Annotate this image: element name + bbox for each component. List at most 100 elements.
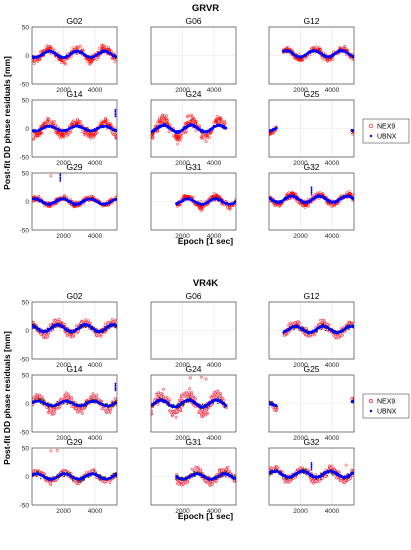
- x-tick-label: 4000: [88, 233, 103, 240]
- nex9-point: [215, 119, 219, 123]
- nex9-point: [269, 132, 272, 136]
- nex9-point: [71, 46, 75, 50]
- panel-frame: [31, 99, 118, 158]
- panel-title: G31: [185, 162, 201, 172]
- nex9-point: [205, 135, 209, 139]
- nex9-point: [298, 202, 302, 205]
- nex9-point: [161, 113, 165, 117]
- x-tick-label: 4000: [88, 87, 103, 94]
- nex9-point: [161, 114, 164, 118]
- nex9-point: [49, 174, 53, 178]
- nex9-point: [102, 46, 106, 50]
- nex9-point: [42, 121, 46, 125]
- nex9-point: [45, 46, 49, 50]
- nex9-point: [42, 48, 46, 52]
- nex9-point: [205, 133, 209, 137]
- ubnx-point: [310, 193, 313, 196]
- panel-data: [269, 186, 354, 209]
- nex9-point: [165, 114, 168, 118]
- nex9-point: [211, 194, 215, 198]
- nex9-point: [102, 119, 106, 123]
- nex9-point: [191, 116, 195, 120]
- y-tick-label: -50: [20, 82, 30, 89]
- nex9-point: [32, 58, 35, 62]
- x-tick-label: 4000: [325, 87, 340, 94]
- nex9-point: [114, 134, 117, 138]
- nex9-point: [304, 203, 308, 207]
- y-tick-label: 0: [25, 53, 29, 60]
- nex9-point: [332, 50, 335, 54]
- x-tick-label: 4000: [207, 160, 222, 167]
- nex9-point: [222, 119, 226, 123]
- nex9-point: [67, 333, 71, 337]
- nex9-point: [215, 114, 219, 118]
- nex9-point: [33, 134, 37, 138]
- chart-title: GRVR: [192, 3, 219, 14]
- nex9-point: [85, 60, 89, 63]
- nex9-point: [317, 46, 321, 50]
- nex9-point: [194, 128, 198, 132]
- ubnx-point: [59, 173, 62, 176]
- x-tick-label: 2000: [175, 160, 190, 167]
- ubnx-point: [32, 327, 34, 330]
- nex9-point: [52, 122, 56, 126]
- nex9-point: [80, 48, 84, 52]
- panel-data: [32, 173, 117, 209]
- nex9-point: [195, 120, 199, 124]
- x-tick-label: 4000: [88, 160, 103, 167]
- panel-data: [269, 125, 354, 136]
- x-tick-label: 2000: [56, 160, 71, 167]
- y-tick-label: 50: [22, 171, 30, 178]
- nex9-point: [45, 120, 49, 124]
- nex9-point: [290, 191, 294, 195]
- nex9-point: [315, 191, 319, 195]
- ubnx-point: [275, 127, 278, 130]
- nex9-point: [50, 47, 54, 51]
- ubnx-point: [310, 191, 313, 194]
- nex9-point: [74, 45, 78, 49]
- ubnx-point: [59, 176, 62, 179]
- nex9-point: [48, 46, 52, 50]
- nex9-point: [103, 322, 107, 326]
- y-tick-label: -50: [20, 228, 30, 235]
- nex9-point: [60, 59, 64, 63]
- legend-label-ubnx: UBNX: [377, 134, 397, 141]
- nex9-point: [318, 191, 322, 194]
- legend-marker-ubnx: [369, 134, 373, 138]
- nex9-point: [54, 131, 58, 135]
- nex9-point: [38, 132, 42, 136]
- chart-title: VR4K: [193, 278, 218, 289]
- nex9-point: [78, 44, 82, 48]
- nex9-point: [161, 120, 165, 124]
- nex9-point: [191, 195, 195, 199]
- nex9-point: [37, 57, 41, 61]
- ubnx-point: [59, 178, 62, 181]
- nex9-point: [314, 45, 318, 49]
- nex9-point: [158, 120, 162, 124]
- nex9-point: [218, 117, 222, 121]
- ubnx-point: [38, 327, 41, 330]
- nex9-point: [75, 118, 79, 122]
- legend-label-nex9: NEX9: [377, 124, 395, 131]
- nex9-point: [84, 57, 88, 61]
- nex9-point: [312, 46, 316, 49]
- ubnx-point: [225, 127, 228, 129]
- nex9-point: [104, 116, 107, 120]
- nex9-point: [199, 135, 203, 139]
- nex9-point: [87, 319, 90, 323]
- nex9-point: [88, 61, 92, 65]
- panel-title: G24: [185, 89, 201, 99]
- panel-title: G29: [66, 162, 82, 172]
- nex9-point: [110, 317, 114, 321]
- nex9-point: [345, 48, 349, 52]
- nex9-point: [225, 205, 229, 209]
- panel-title: G25: [303, 89, 319, 99]
- nex9-point: [200, 136, 204, 140]
- x-tick-label: 2000: [56, 233, 71, 240]
- nex9-point: [177, 136, 181, 140]
- nex9-point: [62, 135, 66, 139]
